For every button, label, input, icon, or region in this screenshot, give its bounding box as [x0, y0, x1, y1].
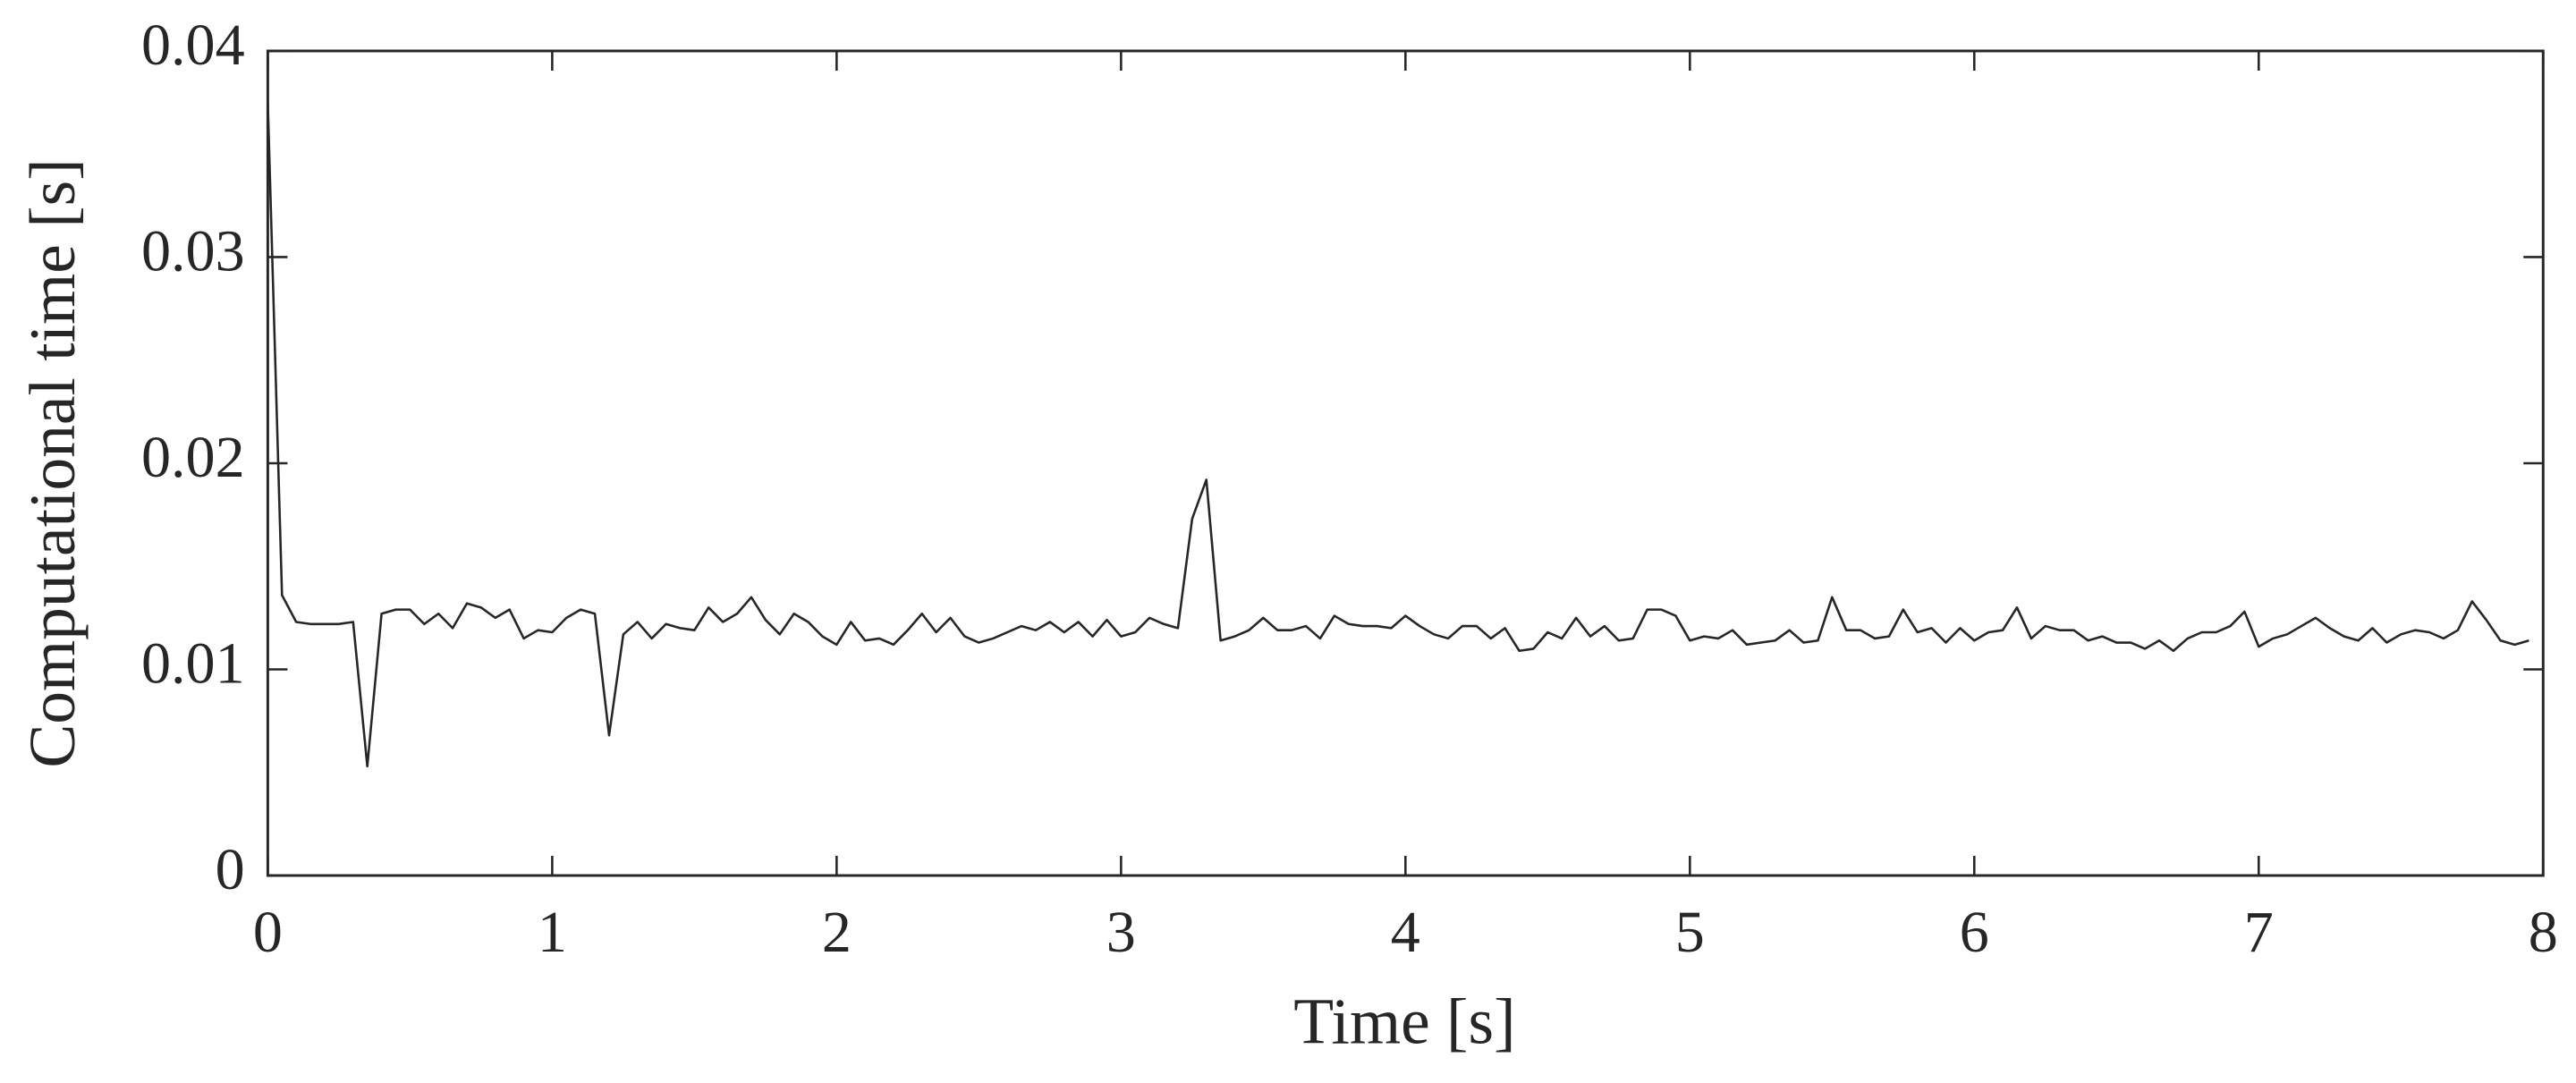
- x-tick-label: 1: [538, 900, 567, 965]
- y-tick-label: 0.04: [141, 13, 245, 78]
- plot-frame: [266, 49, 2545, 877]
- y-tick-label: 0.03: [141, 219, 245, 284]
- x-tick-label: 2: [822, 900, 852, 965]
- x-tick-label: 7: [2244, 900, 2274, 965]
- x-tick-label: 6: [1960, 900, 1989, 965]
- x-tick-label: 5: [1675, 900, 1705, 965]
- x-tick-label: 0: [253, 900, 283, 965]
- data-line: [267, 102, 2529, 768]
- x-tick-label: 3: [1106, 900, 1136, 965]
- y-tick-label: 0: [216, 837, 245, 902]
- x-tick-label: 8: [2529, 900, 2558, 965]
- y-tick-label: 0.02: [141, 425, 245, 490]
- y-axis-label: Computational time [s]: [16, 158, 89, 767]
- x-axis-label: Time [s]: [1293, 986, 1515, 1058]
- x-tick-label: 4: [1391, 900, 1420, 965]
- y-tick-label: 0.01: [141, 631, 245, 697]
